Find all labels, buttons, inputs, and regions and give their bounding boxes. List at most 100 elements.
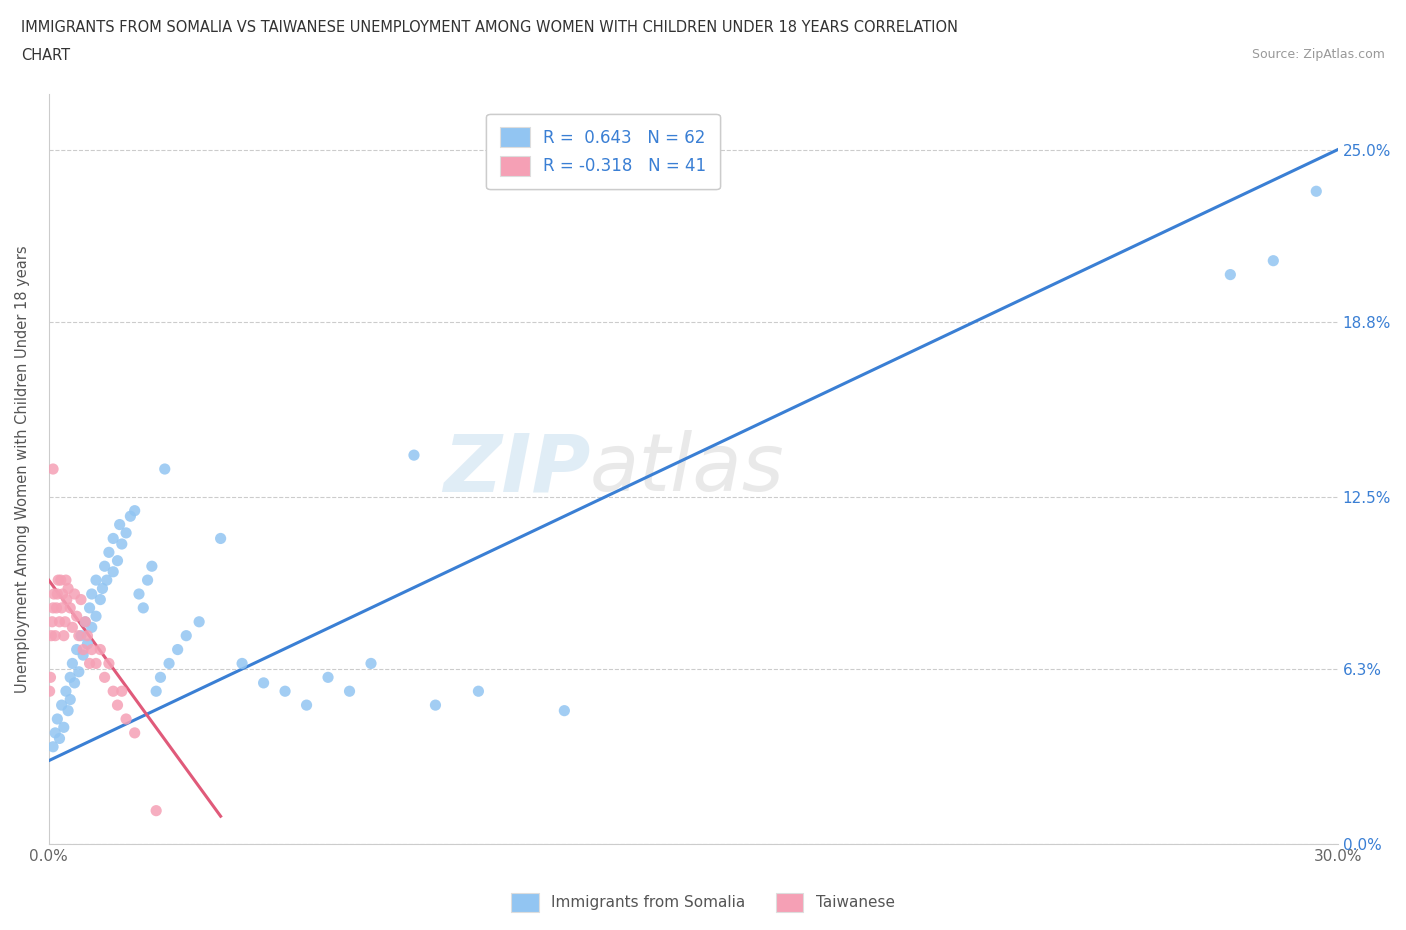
- Point: [75, 615, 97, 630]
- Point: [41, 615, 63, 630]
- Point: [63, 587, 86, 602]
- Point: [46, 711, 69, 726]
- Point: [141, 559, 163, 574]
- Point: [55, 684, 77, 698]
- Text: Source: ZipAtlas.com: Source: ZipAtlas.com: [1251, 48, 1385, 61]
- Point: [51, 601, 73, 616]
- Point: [84, 656, 107, 671]
- Point: [93, 670, 115, 684]
- Point: [45, 601, 67, 616]
- Point: [67, 664, 90, 679]
- Point: [149, 670, 172, 684]
- Point: [66, 642, 89, 657]
- Point: [84, 609, 107, 624]
- Point: [66, 609, 89, 624]
- Point: [79, 656, 101, 671]
- Point: [46, 587, 69, 602]
- Point: [339, 684, 361, 698]
- Point: [55, 573, 77, 588]
- Point: [360, 656, 382, 671]
- Point: [103, 565, 125, 579]
- Point: [124, 725, 146, 740]
- Point: [44, 725, 66, 740]
- Point: [97, 656, 120, 671]
- Point: [553, 703, 575, 718]
- Point: [188, 615, 211, 630]
- Text: CHART: CHART: [21, 48, 70, 63]
- Point: [425, 698, 447, 712]
- Point: [136, 573, 159, 588]
- Point: [115, 525, 138, 540]
- Point: [76, 629, 98, 644]
- Point: [145, 684, 167, 698]
- Point: [46, 573, 69, 588]
- Point: [252, 675, 274, 690]
- Point: [209, 531, 232, 546]
- Point: [59, 601, 82, 616]
- Point: [53, 615, 76, 630]
- Point: [38, 684, 60, 698]
- Point: [42, 601, 65, 616]
- Point: [295, 698, 318, 712]
- Point: [70, 592, 93, 607]
- Point: [1263, 253, 1285, 268]
- Point: [108, 517, 131, 532]
- Point: [97, 545, 120, 560]
- Point: [111, 537, 134, 551]
- Point: [120, 509, 142, 524]
- Point: [316, 670, 339, 684]
- Legend: Immigrants from Somalia, Taiwanese: Immigrants from Somalia, Taiwanese: [505, 887, 901, 918]
- Point: [145, 804, 167, 818]
- Point: [103, 531, 125, 546]
- Point: [111, 684, 134, 698]
- Point: [153, 461, 176, 476]
- Point: [63, 675, 86, 690]
- Point: [231, 656, 253, 671]
- Point: [51, 698, 73, 712]
- Text: atlas: atlas: [591, 430, 785, 508]
- Point: [72, 647, 94, 662]
- Point: [132, 601, 155, 616]
- Point: [274, 684, 297, 698]
- Point: [115, 711, 138, 726]
- Point: [52, 629, 75, 644]
- Point: [128, 587, 150, 602]
- Point: [56, 703, 79, 718]
- Legend: R =  0.643   N = 62, R = -0.318   N = 41: R = 0.643 N = 62, R = -0.318 N = 41: [486, 113, 720, 190]
- Point: [80, 587, 103, 602]
- Point: [96, 573, 118, 588]
- Point: [59, 670, 82, 684]
- Point: [48, 615, 70, 630]
- Point: [80, 620, 103, 635]
- Point: [70, 629, 93, 644]
- Point: [56, 581, 79, 596]
- Point: [157, 656, 180, 671]
- Point: [39, 670, 62, 684]
- Point: [44, 629, 66, 644]
- Point: [42, 461, 65, 476]
- Point: [107, 553, 129, 568]
- Point: [124, 503, 146, 518]
- Point: [67, 629, 90, 644]
- Point: [42, 739, 65, 754]
- Point: [52, 720, 75, 735]
- Point: [91, 581, 114, 596]
- Point: [80, 642, 103, 657]
- Point: [72, 642, 94, 657]
- Point: [84, 573, 107, 588]
- Point: [49, 573, 72, 588]
- Text: IMMIGRANTS FROM SOMALIA VS TAIWANESE UNEMPLOYMENT AMONG WOMEN WITH CHILDREN UNDE: IMMIGRANTS FROM SOMALIA VS TAIWANESE UNE…: [21, 20, 957, 35]
- Point: [79, 601, 101, 616]
- Point: [166, 642, 188, 657]
- Point: [89, 592, 111, 607]
- Point: [48, 731, 70, 746]
- Point: [60, 620, 83, 635]
- Point: [60, 656, 83, 671]
- Point: [76, 636, 98, 651]
- Y-axis label: Unemployment Among Women with Children Under 18 years: Unemployment Among Women with Children U…: [15, 246, 30, 693]
- Point: [56, 592, 79, 607]
- Point: [41, 629, 63, 644]
- Point: [51, 587, 73, 602]
- Point: [1305, 184, 1327, 199]
- Point: [103, 684, 125, 698]
